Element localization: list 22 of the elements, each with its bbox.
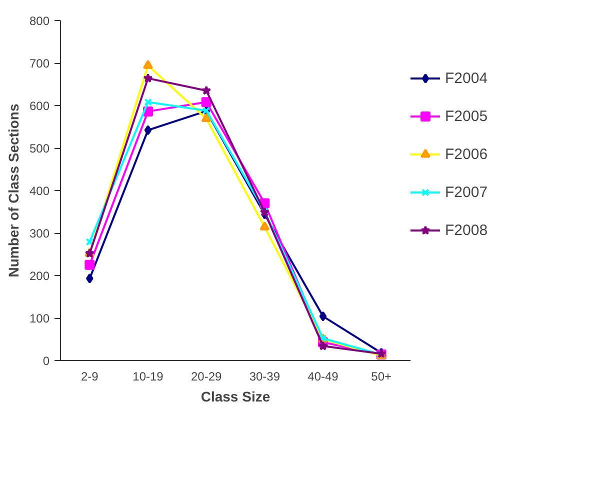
- legend-label: F2007: [445, 184, 488, 200]
- legend-label: F2008: [445, 222, 488, 238]
- x-tick-label: 40-49: [308, 370, 339, 384]
- y-tick-label: 300: [29, 226, 50, 240]
- y-tick-label: 600: [29, 99, 50, 113]
- y-tick-label: 100: [29, 312, 50, 326]
- x-tick-label: 10-19: [132, 370, 164, 384]
- y-tick-label: 700: [29, 56, 50, 70]
- x-tick-label: 50+: [371, 370, 392, 384]
- x-axis-title: Class Size: [200, 388, 270, 404]
- y-axis-title: Number of Class Sections: [5, 104, 22, 278]
- y-tick-label: 0: [42, 354, 50, 368]
- x-tick-label: 30-39: [249, 370, 280, 384]
- y-tick-label: 800: [29, 14, 50, 28]
- legend-label: F2006: [445, 146, 488, 162]
- y-tick-label: 500: [29, 142, 50, 156]
- y-tick-label: 400: [29, 184, 50, 198]
- legend-label: F2004: [445, 70, 488, 86]
- y-tick-label: 200: [29, 269, 50, 283]
- x-tick-label: 2-9: [80, 370, 99, 384]
- x-tick-label: 20-29: [190, 370, 222, 384]
- legend-label: F2005: [445, 108, 488, 124]
